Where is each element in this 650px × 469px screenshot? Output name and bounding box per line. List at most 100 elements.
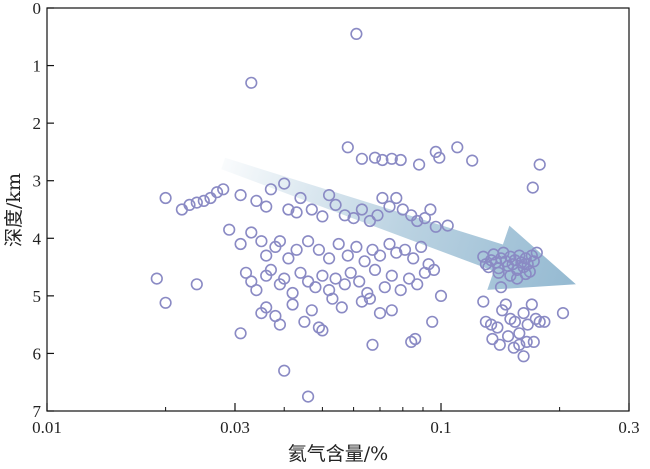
data-point xyxy=(286,298,299,311)
data-point xyxy=(278,364,291,377)
data-point xyxy=(341,141,354,154)
x-tick-label: 0.03 xyxy=(220,418,250,437)
data-point xyxy=(278,177,291,190)
plot-area-frame xyxy=(46,7,630,412)
data-point xyxy=(394,284,407,297)
x-axis-title: 氦气含量/% xyxy=(288,443,388,465)
data-point xyxy=(371,209,384,222)
x-axis-ticks: 0.01 0.03 0.1 0.3 xyxy=(32,403,640,437)
data-point xyxy=(433,151,446,164)
data-point xyxy=(183,198,196,211)
data-point xyxy=(411,214,424,228)
data-point xyxy=(376,191,389,205)
data-point xyxy=(376,153,389,167)
x-tick-label: 0.01 xyxy=(32,418,62,437)
data-point xyxy=(390,191,403,205)
data-point xyxy=(499,298,512,311)
y-tick-label: 1 xyxy=(33,57,42,76)
data-point xyxy=(282,203,295,216)
data-point xyxy=(530,246,543,259)
data-point xyxy=(538,315,551,328)
data-point xyxy=(335,301,348,314)
data-point xyxy=(316,324,329,337)
y-axis-ticks: 0 1 2 3 4 5 6 7 xyxy=(33,0,54,421)
data-point xyxy=(403,272,416,285)
data-point xyxy=(347,212,360,225)
data-point xyxy=(312,321,326,334)
data-point xyxy=(485,318,498,331)
data-point xyxy=(426,315,439,328)
data-point xyxy=(383,237,396,251)
y-tick-label: 6 xyxy=(33,344,42,363)
data-point xyxy=(255,235,268,248)
data-point xyxy=(323,252,336,265)
data-point xyxy=(150,272,163,285)
data-point xyxy=(309,281,322,294)
y-tick-label: 7 xyxy=(33,402,42,421)
data-point xyxy=(383,200,396,213)
data-point xyxy=(477,295,490,308)
data-point xyxy=(373,249,387,262)
data-point xyxy=(373,307,387,320)
data-point xyxy=(378,281,391,294)
data-point xyxy=(502,330,515,343)
data-point xyxy=(338,278,351,291)
data-point xyxy=(204,191,217,205)
data-point xyxy=(312,243,326,256)
data-point xyxy=(363,214,377,228)
data-point xyxy=(451,141,464,154)
data-point xyxy=(504,269,517,282)
data-point xyxy=(368,263,382,277)
data-point xyxy=(264,183,278,196)
data-point xyxy=(316,210,329,223)
data-point xyxy=(466,154,479,167)
data-point xyxy=(494,281,508,294)
data-point xyxy=(305,203,318,216)
data-point xyxy=(394,153,407,167)
data-point xyxy=(366,338,379,351)
data-point xyxy=(273,318,287,331)
data-point xyxy=(527,335,540,349)
data-point xyxy=(418,212,432,225)
data-point xyxy=(234,327,247,340)
data-point xyxy=(282,252,295,265)
data-point xyxy=(409,332,422,346)
data-point xyxy=(302,275,315,288)
data-point xyxy=(385,152,398,165)
data-point xyxy=(363,292,377,305)
data-point xyxy=(302,235,315,248)
data-point xyxy=(234,237,247,251)
data-point xyxy=(278,272,291,285)
data-point xyxy=(513,338,526,351)
data-point xyxy=(353,275,366,288)
data-point xyxy=(294,266,307,279)
data-point xyxy=(366,243,379,256)
data-point xyxy=(520,335,533,349)
data-point xyxy=(517,350,530,363)
y-tick-label: 5 xyxy=(33,287,42,306)
y-tick-label: 4 xyxy=(33,229,42,248)
data-point xyxy=(298,315,311,328)
data-point xyxy=(245,76,258,89)
data-point xyxy=(326,292,339,305)
data-point xyxy=(329,198,342,211)
data-point xyxy=(305,304,318,317)
data-point xyxy=(329,272,342,285)
data-point xyxy=(358,255,371,268)
data-point xyxy=(434,289,448,303)
data-point xyxy=(355,152,369,165)
data-point xyxy=(302,390,315,403)
data-point xyxy=(250,194,263,207)
data-point xyxy=(159,296,172,309)
data-point xyxy=(332,237,345,251)
data-point xyxy=(355,295,369,308)
data-point xyxy=(517,307,530,320)
data-point xyxy=(190,196,203,209)
data-point xyxy=(407,252,420,265)
data-point xyxy=(396,203,409,216)
data-point xyxy=(525,298,538,311)
data-point xyxy=(497,246,510,259)
data-point xyxy=(273,235,287,248)
data-point xyxy=(398,243,412,256)
data-point xyxy=(427,263,441,277)
